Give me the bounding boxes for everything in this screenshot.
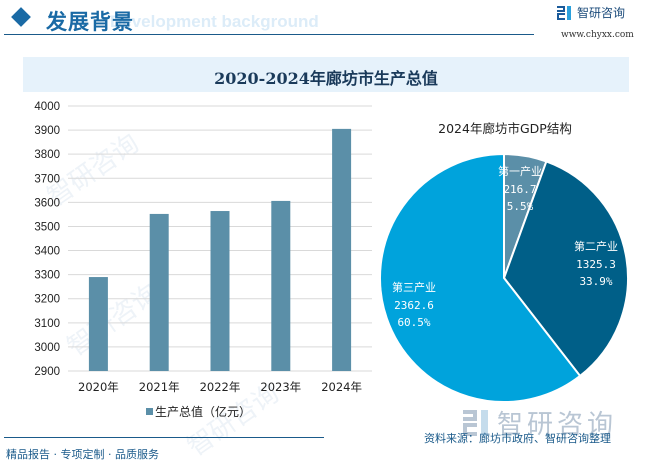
bar — [210, 211, 230, 371]
pie-slice — [502, 160, 629, 378]
footer-divider — [4, 437, 324, 438]
bar — [149, 213, 169, 371]
x-tick-label: 2020年 — [78, 380, 119, 394]
brand-logo: 智研咨询 — [557, 4, 625, 21]
chart-title: 2020-2024年廊坊市生产总值 — [214, 69, 438, 88]
pie-slice-value: 2362.6 — [394, 299, 434, 312]
source-note: 资料来源：廊坊市政府、智研咨询整理 — [424, 432, 611, 445]
y-tick-label: 3400 — [34, 246, 60, 258]
brand-name: 智研咨询 — [577, 6, 626, 20]
x-tick-label: 2024年 — [321, 380, 362, 394]
watermark-logo: 智研咨询 — [463, 404, 617, 441]
y-tick-label: 4000 — [34, 101, 60, 113]
pie-slice — [379, 152, 582, 403]
footer-tagline: 精品报告 · 专项定制 · 品质服务 — [6, 448, 159, 461]
watermark-brand: 智研咨询 — [497, 410, 618, 440]
y-tick-label: 3300 — [34, 270, 60, 282]
y-tick-label: 3200 — [34, 294, 60, 306]
x-tick-label: 2021年 — [139, 380, 180, 394]
pie-slice-value: 1325.3 — [576, 258, 616, 271]
y-tick-label: 2900 — [34, 366, 60, 378]
brand-logo-icon — [557, 5, 571, 20]
y-tick-label: 3100 — [34, 318, 60, 330]
y-tick-label: 3900 — [34, 125, 60, 137]
y-tick-label: 3000 — [34, 342, 60, 354]
chart-title-band: 2020-2024年廊坊市生产总值 — [23, 57, 629, 92]
header-divider — [4, 34, 534, 35]
bar — [332, 128, 352, 371]
header-subtitle: Development background — [110, 12, 319, 31]
pie-slice-value: 216.7 — [503, 183, 536, 196]
watermark-logo-icon — [463, 409, 489, 436]
legend-swatch — [146, 408, 153, 415]
bar — [271, 200, 291, 371]
pie-slice-label: 第一产业 — [498, 164, 542, 178]
x-tick-label: 2023年 — [260, 380, 301, 394]
y-tick-label: 3600 — [34, 197, 60, 209]
pie-slice-percent: 5.5% — [507, 200, 534, 213]
bar — [88, 277, 108, 371]
pie-slice-label: 第二产业 — [574, 239, 618, 253]
pie-slice-percent: 33.9% — [579, 275, 612, 288]
y-tick-label: 3700 — [34, 173, 60, 185]
legend-label: 生产总值（亿元） — [155, 404, 251, 419]
pie-slice-percent: 60.5% — [397, 316, 430, 329]
brand-url: www.chyxx.com — [561, 30, 634, 40]
pie-title: 2024年廊坊市GDP结构 — [438, 121, 572, 136]
pie-slice-label: 第三产业 — [392, 280, 436, 294]
header-title: 发展背景 — [46, 9, 134, 34]
y-tick-label: 3800 — [34, 149, 60, 161]
x-tick-label: 2022年 — [200, 380, 241, 394]
y-tick-label: 3500 — [34, 221, 60, 233]
